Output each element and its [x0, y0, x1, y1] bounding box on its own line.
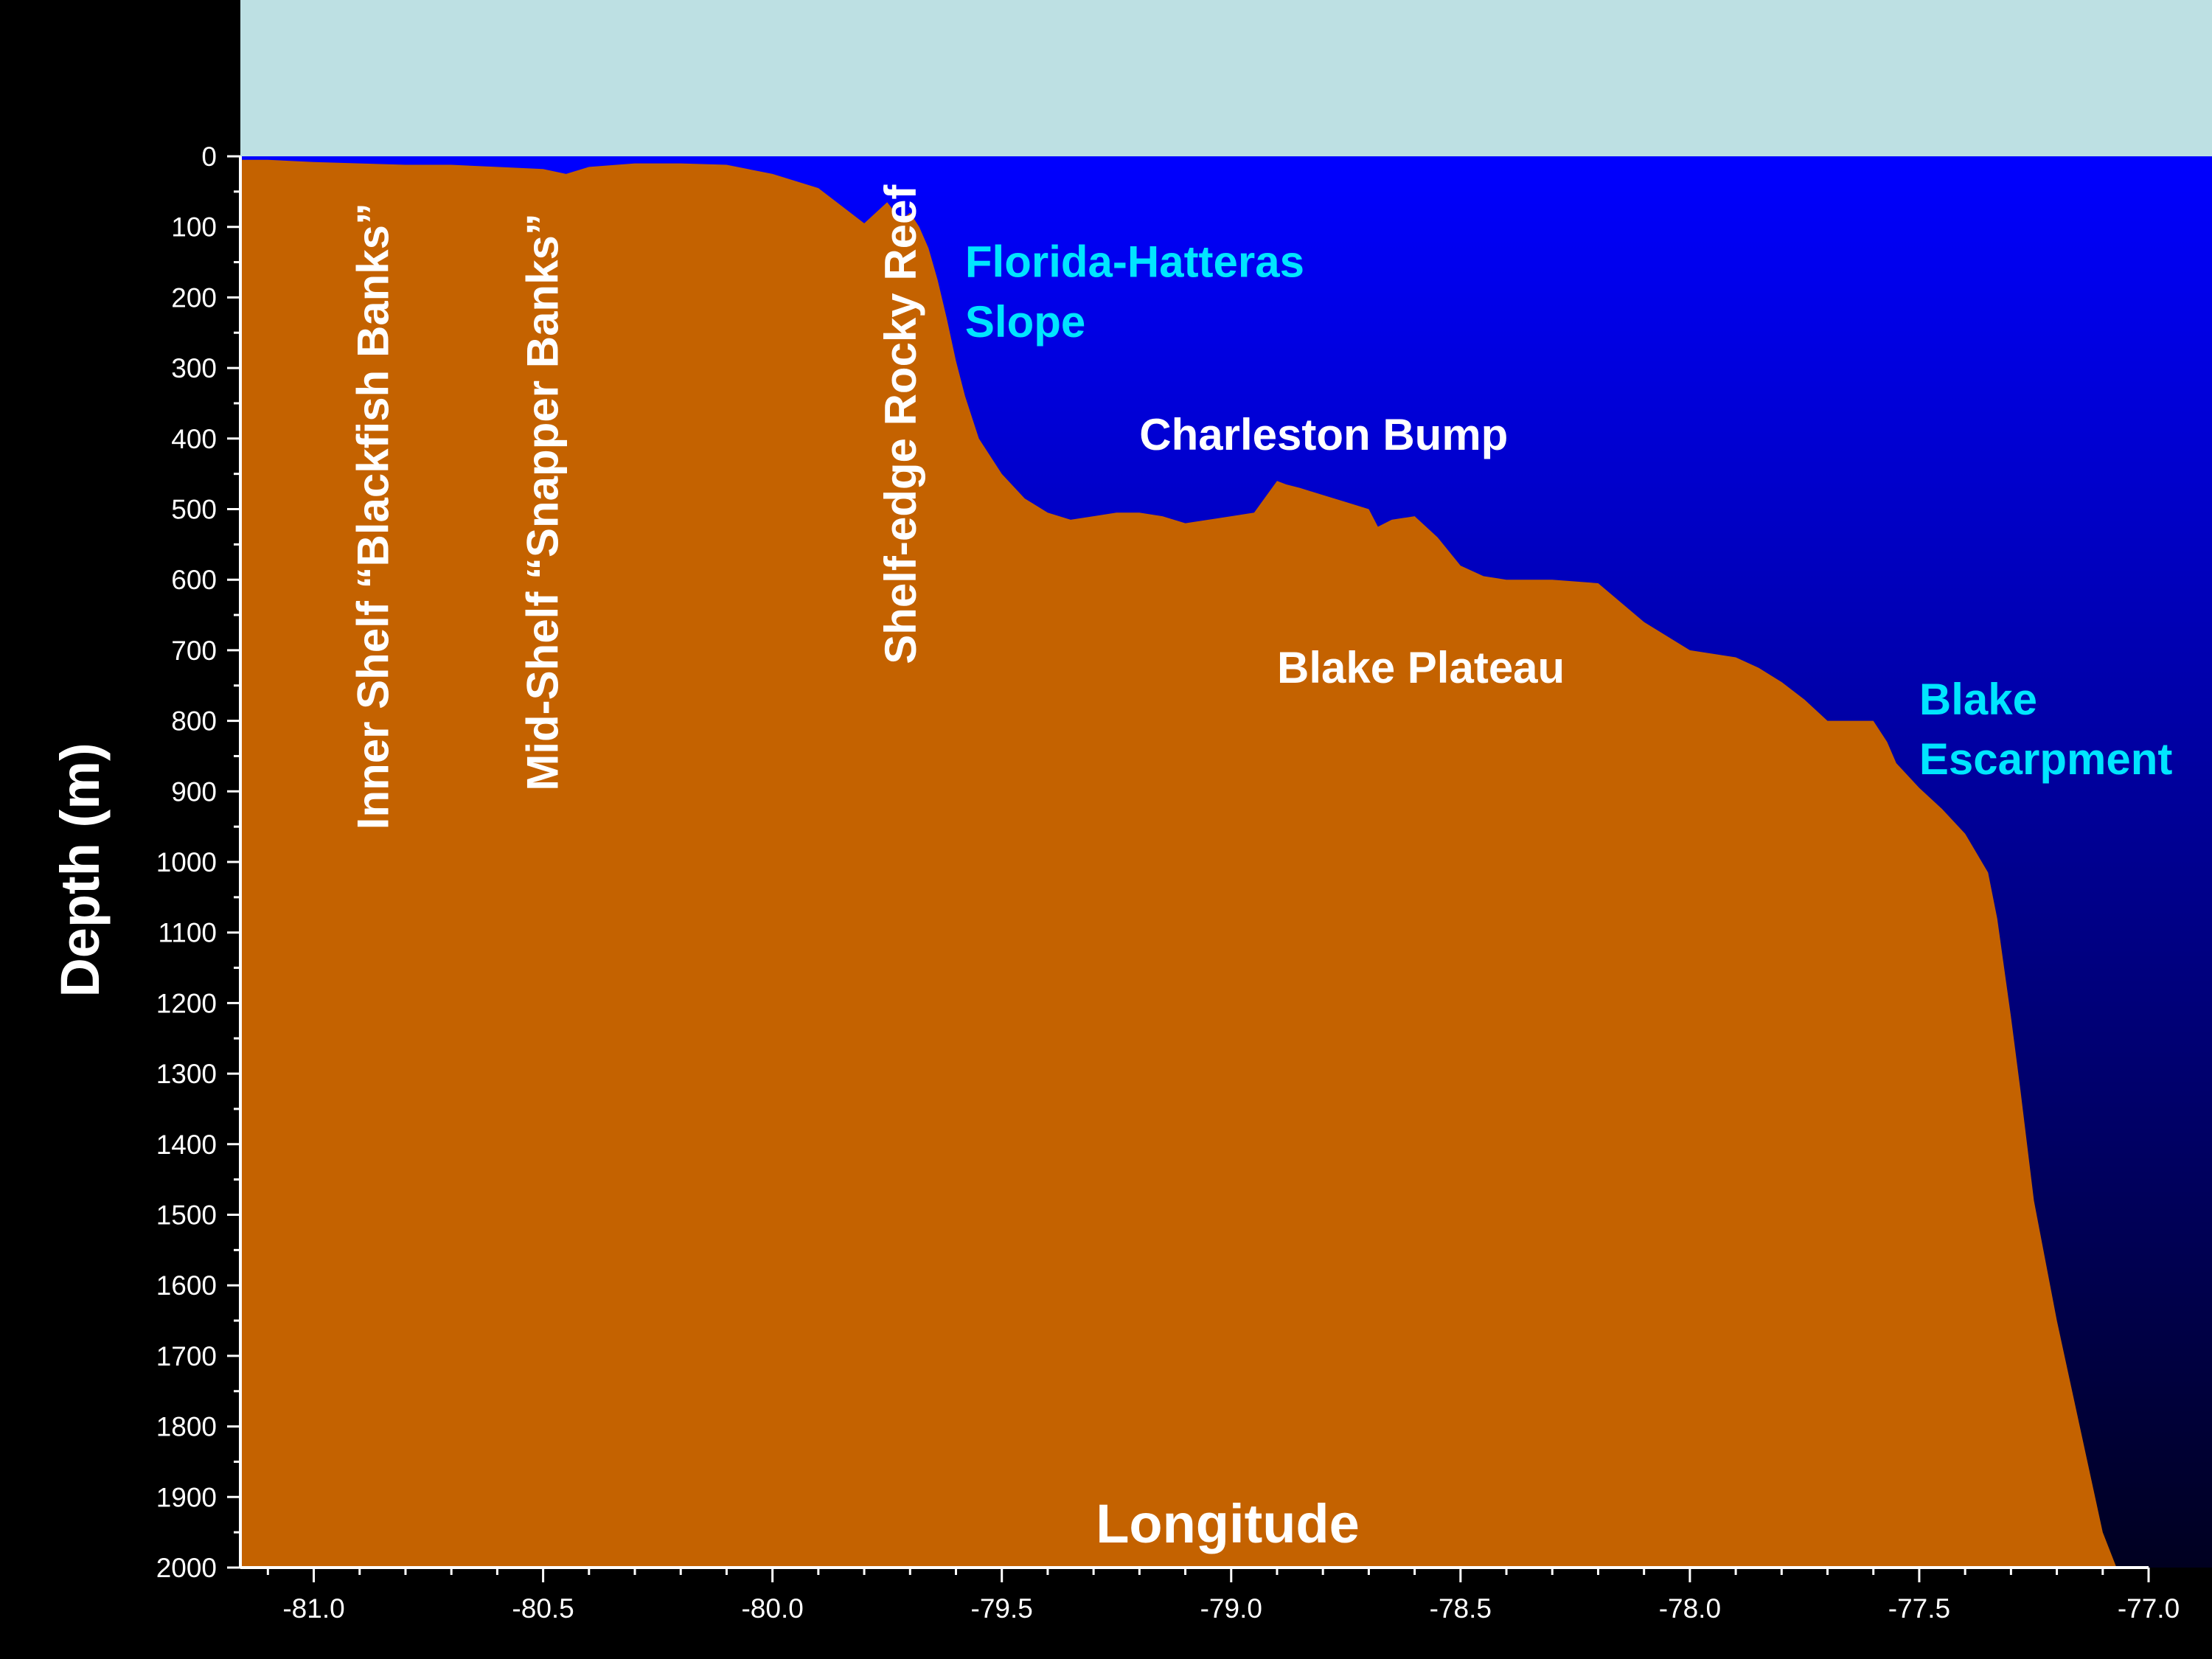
- feature-annotations: Inner Shelf “Blackfish Banks” Mid-Shelf “…: [348, 184, 2172, 830]
- y-tick-label: 1800: [156, 1412, 217, 1442]
- y-tick-label: 1400: [156, 1130, 217, 1160]
- y-tick-label: 800: [171, 706, 217, 737]
- annotation-label: Blake Plateau: [1277, 643, 1565, 692]
- annotation-label: Shelf-edge Rocky Reef: [876, 184, 925, 664]
- x-axis-title: Longitude: [1096, 1493, 1360, 1554]
- x-tick-label: -77.0: [2118, 1593, 2180, 1624]
- y-tick-label: 300: [171, 353, 217, 383]
- annotation-label: Slope: [965, 297, 1085, 347]
- seafloor-profile-area: [240, 159, 2117, 1568]
- x-tick-label: -78.0: [1659, 1593, 1721, 1624]
- y-tick-label: 2000: [156, 1553, 217, 1583]
- sky-band: [240, 0, 2212, 156]
- y-tick-label: 900: [171, 776, 217, 807]
- x-tick-label: -80.0: [741, 1593, 803, 1624]
- axes: 0 100 200 300 400 500 600 700 800 900 1000 1100 1200…: [156, 142, 2180, 1624]
- y-tick-label: 400: [171, 424, 217, 454]
- x-tick-label: -77.5: [1888, 1593, 1950, 1624]
- y-tick-label: 1100: [158, 918, 217, 948]
- y-tick-label: 700: [171, 636, 217, 666]
- x-tick-label: -79.0: [1200, 1593, 1262, 1624]
- y-tick-label: 500: [171, 495, 217, 525]
- y-tick-label: 600: [171, 565, 217, 595]
- y-tick-label: 1200: [156, 988, 217, 1018]
- y-axis-title: Depth (m): [49, 742, 111, 997]
- x-tick-label: -81.0: [282, 1593, 344, 1624]
- annotation-label: Mid-Shelf “Snapper Banks”: [518, 213, 568, 790]
- x-tick-label: -80.5: [512, 1593, 574, 1624]
- x-tick-label: -79.5: [971, 1593, 1033, 1624]
- annotation-label: Blake: [1919, 675, 2037, 724]
- annotation-label: Escarpment: [1919, 734, 2172, 784]
- y-tick-label: 1300: [156, 1059, 217, 1089]
- y-tick-label: 1700: [156, 1341, 217, 1371]
- annotation-label: Charleston Bump: [1139, 410, 1508, 459]
- y-tick-label: 1500: [156, 1200, 217, 1231]
- x-tick-label: -78.5: [1430, 1593, 1492, 1624]
- y-tick-label: 1900: [156, 1482, 217, 1512]
- annotation-label: Inner Shelf “Blackfish Banks”: [348, 203, 397, 830]
- y-tick-label: 1000: [156, 847, 217, 877]
- y-tick-label: 200: [171, 282, 217, 313]
- annotation-label: Florida-Hatteras: [965, 237, 1304, 287]
- y-tick-label: 1600: [156, 1270, 217, 1301]
- y-tick-label: 100: [171, 212, 217, 243]
- y-tick-label: 0: [201, 142, 217, 172]
